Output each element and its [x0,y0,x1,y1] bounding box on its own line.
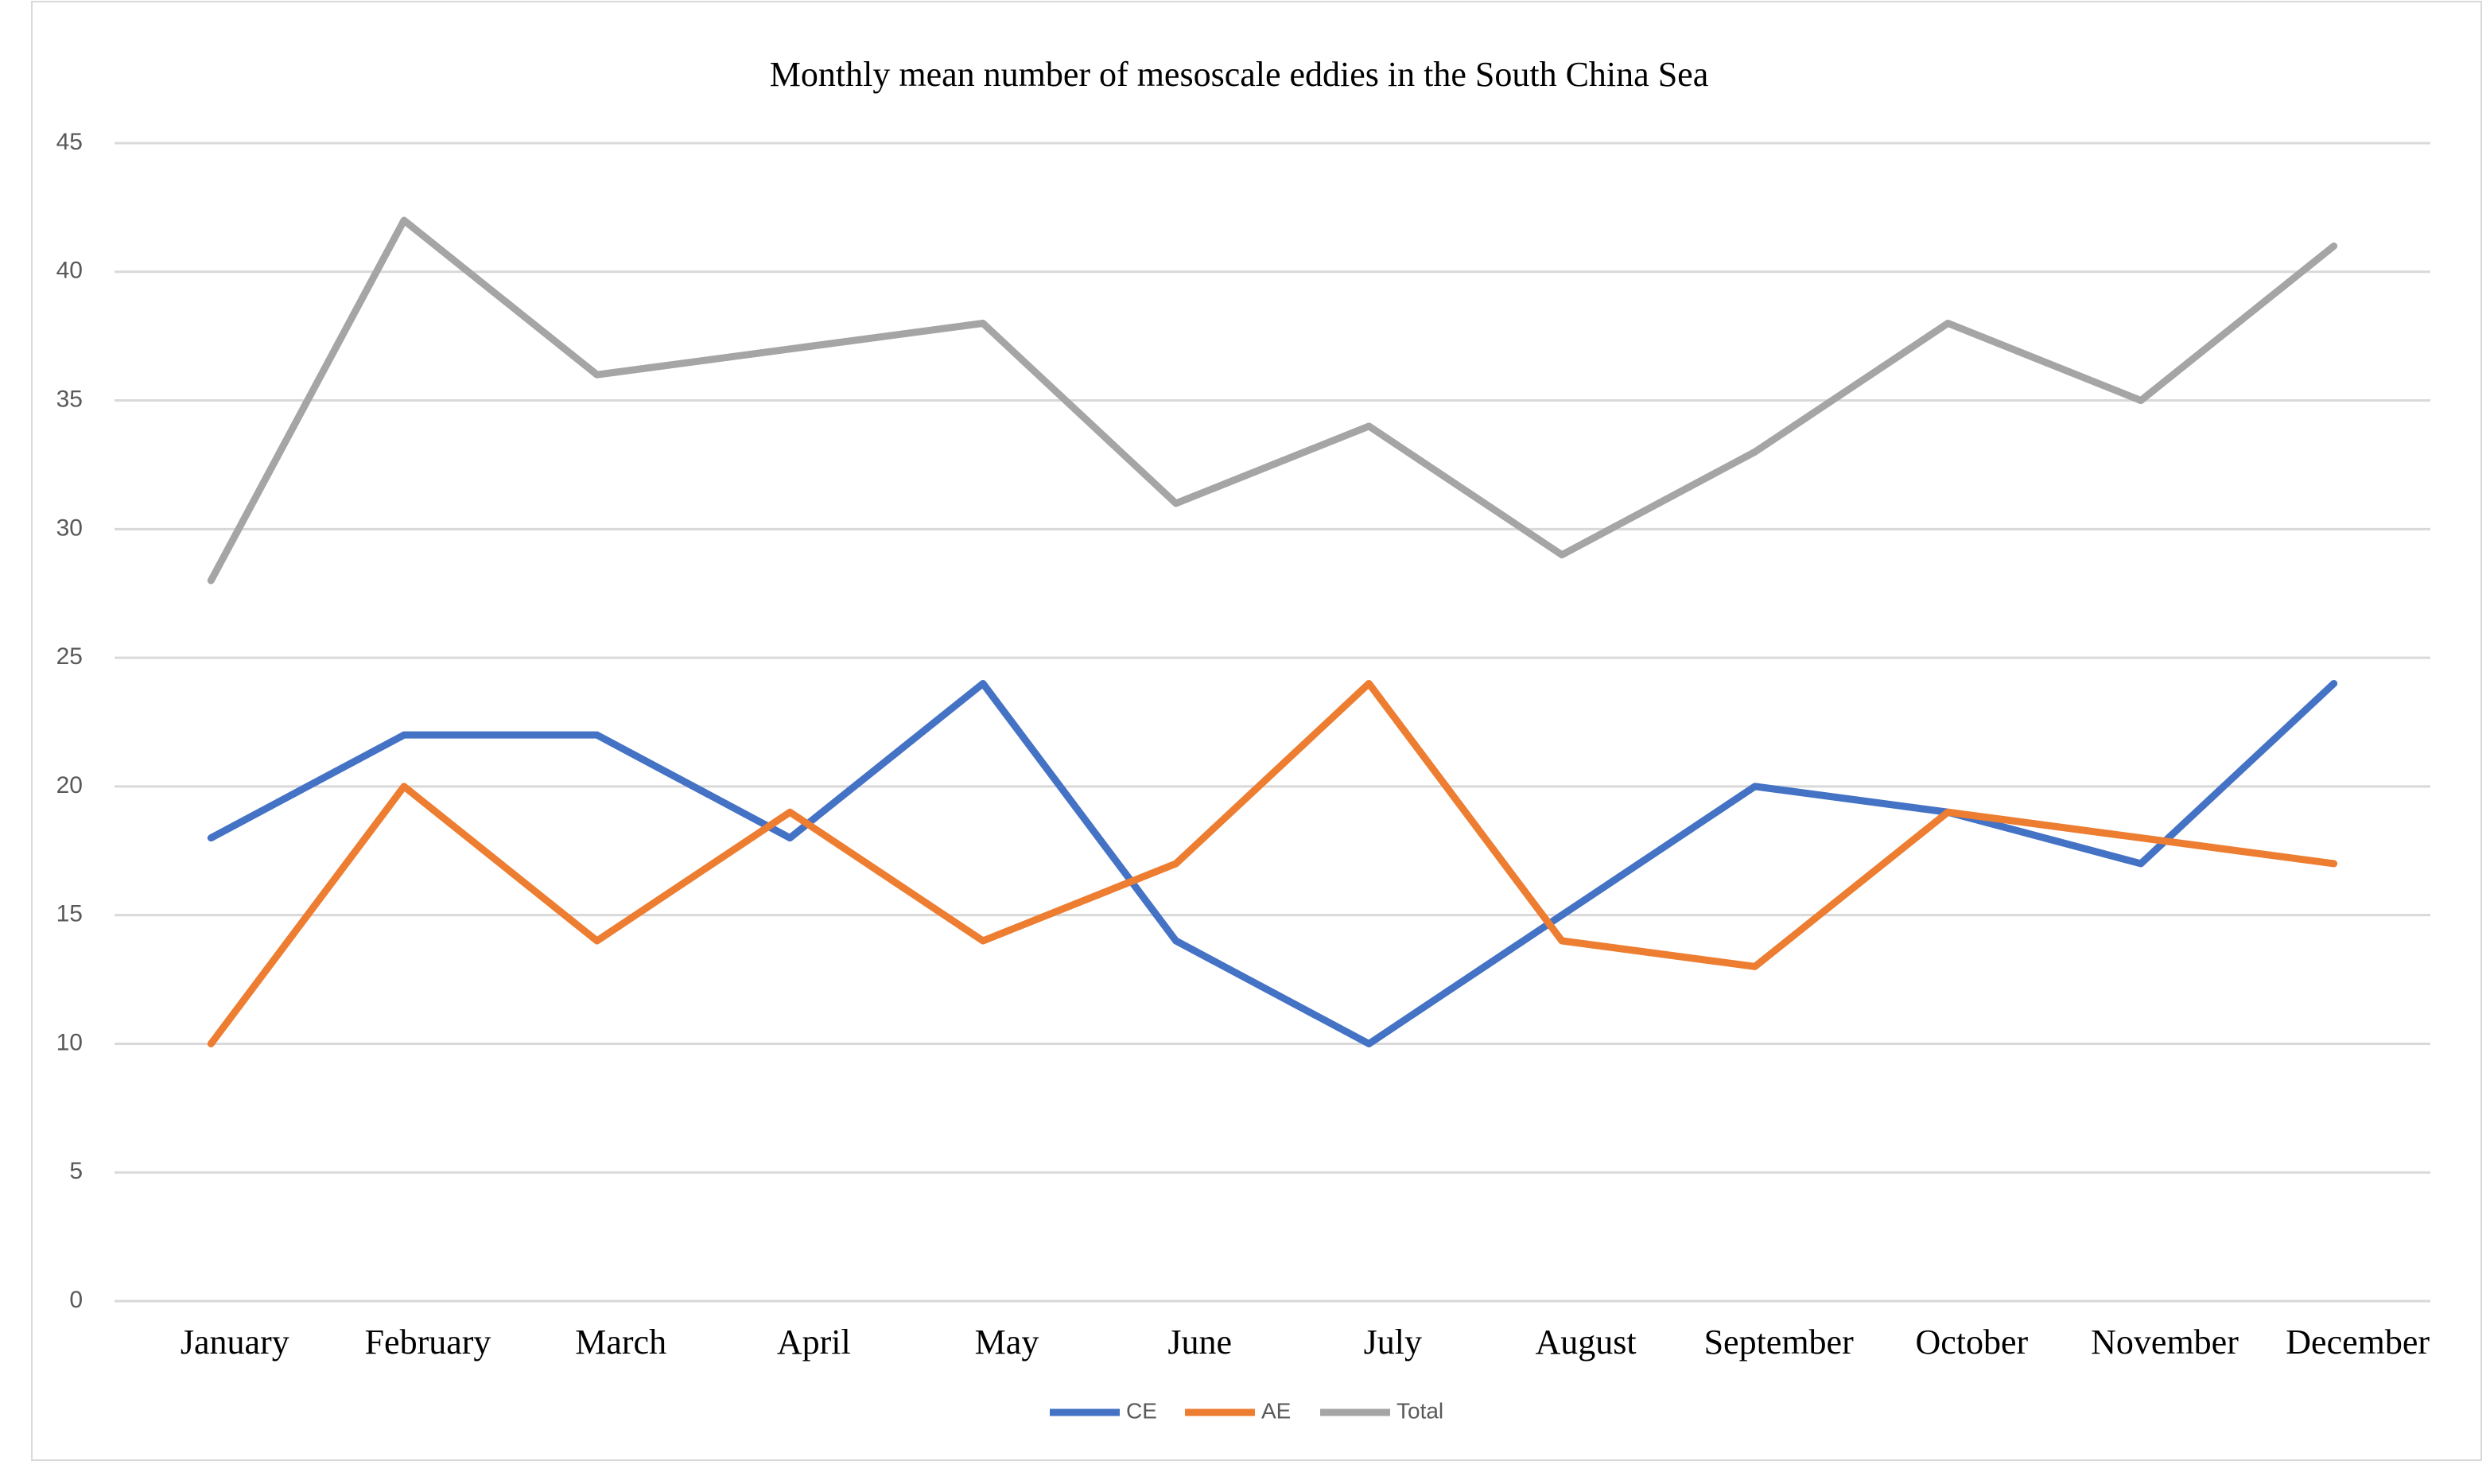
x-tick-label: May [975,1323,1039,1362]
x-tick-label: December [2286,1323,2430,1362]
y-tick-label: 15 [56,901,83,927]
series-line [207,679,2338,1047]
x-tick-label: September [1704,1323,1855,1362]
legend-label: CE [1126,1398,1157,1423]
y-tick-label: 5 [69,1158,83,1184]
x-tick-label: November [2091,1323,2239,1362]
y-tick-label: 25 [56,643,83,670]
chart-title: Monthly mean number of mesoscale eddies … [770,55,1708,94]
x-tick-label: August [1535,1323,1636,1362]
x-tick-label: March [575,1323,666,1362]
y-tick-label: 20 [56,772,83,798]
y-tick-label: 0 [69,1287,83,1313]
x-tick-label: July [1364,1323,1422,1362]
legend-label: Total [1396,1398,1443,1423]
x-tick-label: February [365,1323,491,1362]
y-tick-label: 40 [56,258,83,284]
chart-frame [31,1,2482,1461]
x-tick-label: October [1915,1323,2028,1362]
y-tick-label: 30 [56,515,83,541]
y-tick-label: 10 [56,1029,83,1055]
x-tick-label: April [777,1323,851,1362]
y-tick-label: 45 [56,129,83,155]
y-tick-label: 35 [56,386,83,412]
x-tick-label: June [1167,1323,1232,1362]
x-tick-label: January [181,1323,289,1362]
series-line [207,679,2338,1047]
series-line [207,216,2338,585]
legend-label: AE [1261,1398,1291,1423]
